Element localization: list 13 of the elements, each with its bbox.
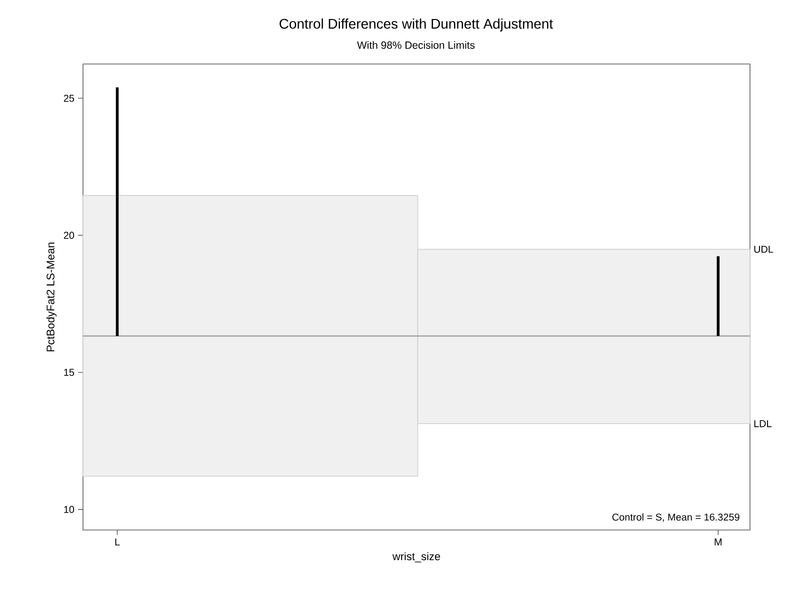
chart-subtitle: With 98% Decision Limits — [357, 41, 475, 49]
y-tick-label: 10 — [64, 506, 74, 513]
x-axis-title: wrist_size — [392, 552, 440, 562]
x-tick-label: M — [714, 538, 722, 546]
annotation: UDL — [754, 246, 774, 253]
chart-title: Control Differences with Dunnett Adjustment — [280, 18, 553, 32]
y-tick-label: 25 — [64, 94, 74, 102]
annotation: Control = S, Mean = 16.3259 — [612, 513, 740, 522]
annotation: LDL — [754, 420, 772, 428]
y-axis-title: PctBodyFat2 LS-Mean — [46, 242, 57, 352]
y-tick-label: 15 — [64, 368, 74, 376]
y-tick-label: 20 — [64, 232, 74, 239]
x-tick-label: L — [115, 538, 120, 546]
